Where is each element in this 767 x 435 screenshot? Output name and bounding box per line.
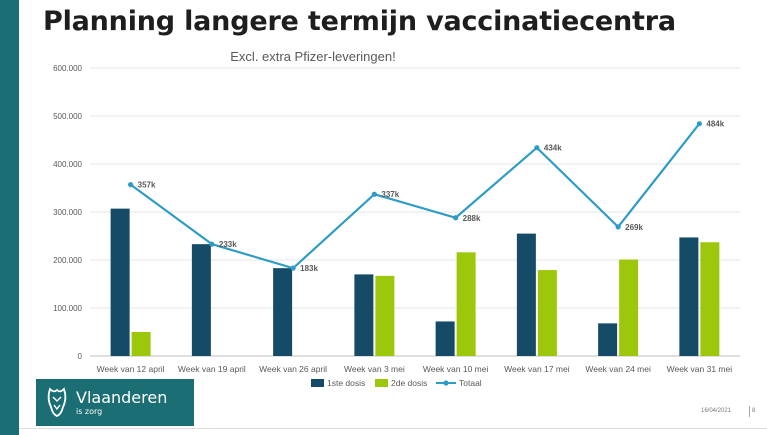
total-data-label: 183k [300, 264, 318, 273]
x-tick-label: Week van 3 mei [344, 364, 405, 374]
x-tick-label: Week van 31 mei [667, 364, 733, 374]
page-number: 8 [752, 408, 756, 414]
vlaanderen-logo: Vlaanderen is zorg [36, 379, 194, 426]
footer-date: 16/04/2021 [701, 408, 732, 414]
legend-swatch-2de-dosis [375, 379, 388, 387]
bar-1ste-dosis [516, 233, 536, 356]
total-data-label: 484k [706, 120, 724, 129]
legend-label-totaal: Totaal [459, 378, 482, 388]
total-line [129, 122, 701, 270]
y-tick-label: 600.000 [53, 64, 82, 73]
total-data-label: 337k [381, 190, 399, 199]
bar-2de-dosis [131, 332, 151, 356]
x-tick-label: Week van 26 april [259, 364, 327, 374]
x-tick-label: Week van 19 april [178, 364, 246, 374]
accent-bar [0, 0, 19, 435]
x-tick-label: Week van 10 mei [423, 364, 489, 374]
total-point [209, 241, 215, 247]
slide-title: Planning langere termijn vaccinatiecentr… [43, 6, 676, 37]
total-point [128, 182, 134, 188]
x-tick-label: Week van 17 mei [504, 364, 570, 374]
total-data-label: 357k [138, 181, 156, 190]
total-point [615, 224, 621, 230]
total-data-label: 233k [219, 240, 237, 249]
bar-1ste-dosis [191, 244, 211, 356]
total-point [534, 145, 540, 151]
bar-1ste-dosis [354, 274, 374, 356]
legend-label-2de-dosis: 2de dosis [391, 378, 427, 388]
y-tick-label: 500.000 [53, 112, 82, 121]
y-tick-label: 400.000 [53, 160, 82, 169]
x-tick-label: Week van 12 april [97, 364, 165, 374]
bar-1ste-dosis [435, 321, 455, 356]
bar-1ste-dosis [273, 268, 293, 356]
y-tick-label: 100.000 [53, 304, 82, 313]
bar-2de-dosis [619, 259, 639, 356]
bar-1ste-dosis [110, 208, 130, 356]
y-tick-label: 0 [78, 352, 83, 361]
logo-tagline: is zorg [76, 407, 103, 416]
legend-label-1ste-dosis: 1ste dosis [327, 378, 365, 388]
total-point [371, 191, 377, 197]
total-point [696, 121, 702, 127]
lion-icon [47, 387, 67, 417]
x-tick-label: Week van 24 mei [585, 364, 651, 374]
total-data-label: 288k [463, 214, 481, 223]
bar-2de-dosis [537, 270, 557, 356]
bar-2de-dosis [375, 275, 395, 356]
bottom-divider [19, 428, 767, 429]
bar-2de-dosis [456, 252, 476, 356]
logo-name: Vlaanderen [76, 388, 168, 407]
total-data-label: 434k [544, 144, 562, 153]
y-tick-label: 200.000 [53, 256, 82, 265]
total-point [290, 265, 296, 271]
total-point [453, 215, 459, 221]
total-data-label: 269k [625, 223, 643, 232]
bar-1ste-dosis [679, 237, 699, 356]
bar-1ste-dosis [598, 323, 618, 356]
chart-title: Excl. extra Pfizer-leveringen! [230, 49, 395, 64]
footer-separator [749, 406, 750, 417]
legend-swatch-1ste-dosis [311, 379, 324, 387]
y-tick-label: 300.000 [53, 208, 82, 217]
bar-2de-dosis [700, 242, 720, 356]
legend-marker-totaal [443, 380, 449, 386]
